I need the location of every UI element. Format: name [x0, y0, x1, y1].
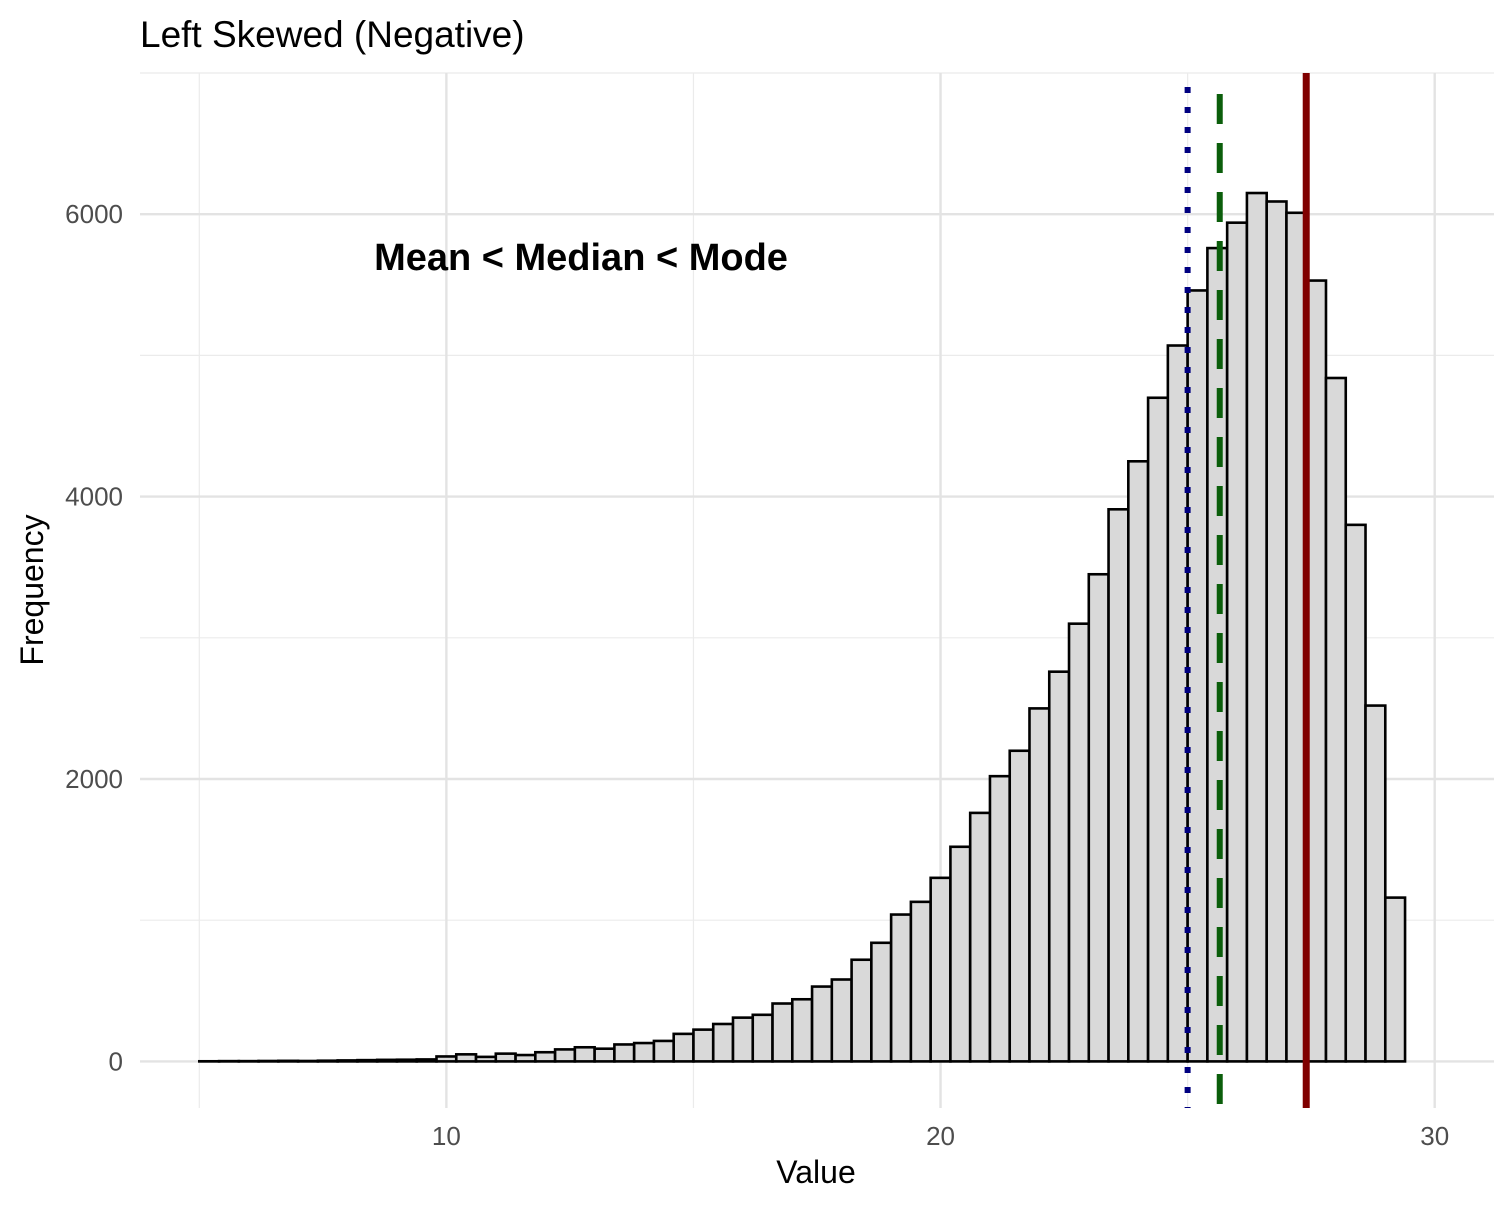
histogram-bar: [990, 776, 1010, 1061]
y-tick-label: 6000: [65, 199, 123, 229]
x-tick-label: 30: [1420, 1121, 1449, 1151]
histogram-bar: [516, 1055, 536, 1061]
bars-layer: [199, 193, 1405, 1061]
y-tick-label: 4000: [65, 482, 123, 512]
histogram-bar: [634, 1043, 654, 1061]
histogram-bar: [1326, 378, 1346, 1061]
histogram-bar: [476, 1057, 496, 1062]
histogram-bar: [496, 1054, 516, 1062]
histogram-bar: [456, 1054, 476, 1061]
histogram-bar: [693, 1030, 713, 1062]
histogram-bar: [832, 980, 852, 1062]
annotation-text: Mean < Median < Mode: [374, 237, 788, 279]
histogram-bar: [1188, 290, 1208, 1061]
histogram-bar: [575, 1047, 595, 1061]
histogram-bar: [1128, 461, 1148, 1061]
histogram-bar: [852, 960, 872, 1062]
histogram-bar: [1010, 751, 1030, 1062]
x-tick-label: 20: [926, 1121, 955, 1151]
histogram-bar: [1385, 898, 1405, 1062]
histogram-bar: [1148, 398, 1168, 1062]
histogram-bar: [713, 1024, 733, 1061]
histogram-bar: [1247, 193, 1267, 1061]
histogram-bar: [812, 987, 832, 1062]
histogram-bar: [1069, 624, 1089, 1062]
histogram-bar: [1049, 672, 1069, 1062]
histogram-bar: [1267, 201, 1287, 1061]
histogram-bar: [555, 1049, 575, 1061]
histogram-bar: [733, 1018, 753, 1062]
histogram-bar: [614, 1044, 634, 1061]
histogram-bar: [911, 902, 931, 1062]
histogram-bar: [654, 1041, 674, 1061]
histogram-bar: [753, 1015, 773, 1062]
histogram-bar: [970, 813, 990, 1062]
y-tick-label: 2000: [65, 764, 123, 794]
histogram-bar: [1109, 509, 1129, 1061]
y-tick-label: 0: [109, 1046, 123, 1076]
histogram-bar: [338, 1060, 358, 1061]
histogram-bar: [357, 1060, 377, 1061]
histogram-bar: [674, 1034, 694, 1062]
histogram-bar: [1029, 708, 1049, 1061]
histogram-bar: [1089, 574, 1109, 1061]
x-tick-label: 10: [432, 1121, 461, 1151]
histogram-bar: [377, 1060, 397, 1062]
histogram-bar: [773, 1004, 793, 1062]
histogram-bar: [417, 1059, 437, 1061]
histogram-bar: [950, 847, 970, 1062]
histogram-bar: [1366, 706, 1386, 1062]
chart-title: Left Skewed (Negative): [140, 14, 525, 55]
histogram-bar: [436, 1056, 456, 1061]
histogram-bar: [1346, 525, 1366, 1062]
histogram-bar: [871, 943, 891, 1062]
histogram-bar: [278, 1061, 298, 1062]
x-axis-label: Value: [776, 1154, 855, 1190]
histogram-bar: [1227, 223, 1247, 1062]
histogram-bar: [595, 1049, 615, 1062]
histogram-bar: [397, 1060, 417, 1062]
histogram-bar: [931, 878, 951, 1062]
histogram-bar: [535, 1052, 555, 1061]
histogram-bar: [318, 1061, 338, 1062]
histogram-bar: [891, 915, 911, 1062]
histogram-bar: [792, 999, 812, 1061]
y-axis-label: Frequency: [14, 514, 50, 665]
